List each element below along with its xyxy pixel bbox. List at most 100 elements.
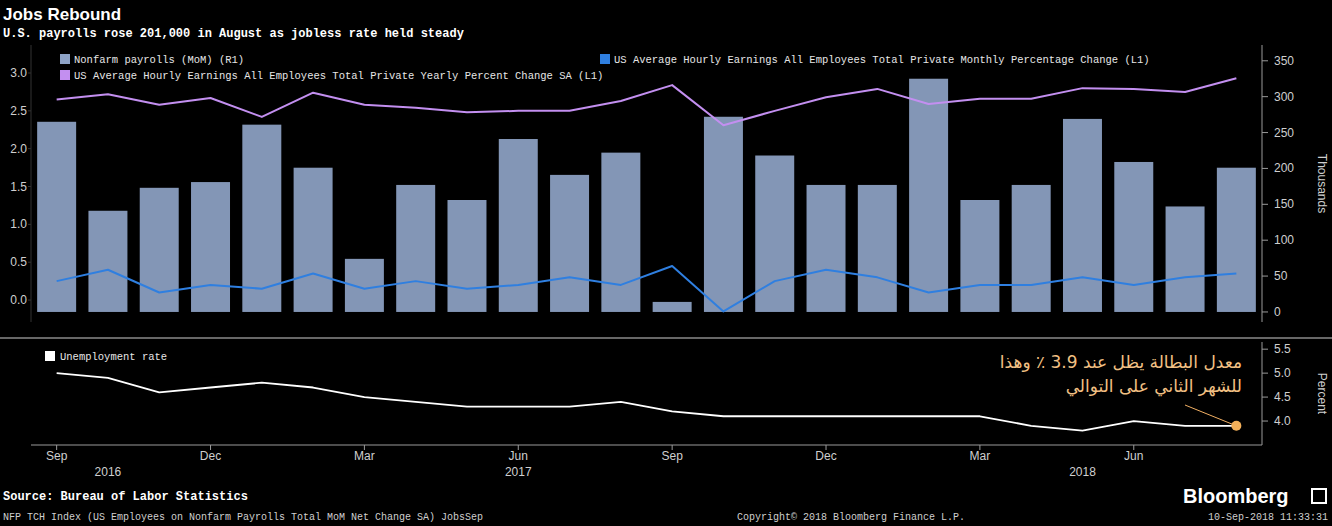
tick-label: 1.0 — [10, 217, 27, 231]
tick — [28, 73, 31, 74]
year-label: 2016 — [95, 465, 122, 479]
title: Jobs Rebound — [3, 5, 121, 24]
annotation-line: معدل البطالة يظل عند 3.9 ٪ وهذا — [1000, 350, 1242, 374]
tick-label: 300 — [1274, 90, 1294, 104]
tick-label: Mar — [354, 449, 375, 463]
bar — [1063, 119, 1102, 312]
subtitle: U.S. payrolls rose 201,000 in August as … — [3, 27, 464, 41]
annotation: معدل البطالة يظل عند 3.9 ٪ وهذاللشهر الث… — [1000, 350, 1242, 398]
tick — [28, 300, 31, 301]
bar — [191, 182, 230, 312]
legend-label: Nonfarm payrolls (MoM) (R1) — [74, 54, 244, 66]
tick-label: 5.5 — [1274, 342, 1291, 356]
tick — [1262, 397, 1268, 398]
tick-label: Dec — [815, 449, 836, 463]
tick-label: 5.0 — [1274, 366, 1291, 380]
tick — [1262, 168, 1268, 169]
bar — [704, 117, 743, 312]
brand-icon — [1312, 489, 1326, 503]
bar — [807, 185, 846, 312]
right-axis — [1262, 45, 1263, 322]
year-label: 2018 — [1069, 465, 1096, 479]
tick-label: Jun — [1124, 449, 1143, 463]
legend-label: US Average Hourly Earnings All Employees… — [74, 70, 603, 82]
tick-label: 0 — [1274, 305, 1281, 319]
x-axis — [31, 445, 1262, 446]
tick-label: 1.5 — [10, 180, 27, 194]
bar — [601, 153, 640, 312]
annotation-leader — [1185, 405, 1236, 426]
left-axis — [31, 45, 32, 322]
tick-label: 4.5 — [1274, 390, 1291, 404]
bar — [37, 122, 76, 312]
top-plot — [37, 78, 1256, 312]
annotation-line: للشهر الثاني على التوالي — [1000, 374, 1242, 398]
tick — [1262, 96, 1268, 97]
tick-label: 150 — [1274, 197, 1294, 211]
tick-label: 200 — [1274, 161, 1294, 175]
axis-label: Thousands — [1315, 154, 1329, 213]
bar — [653, 302, 692, 312]
tick-label: 4.0 — [1274, 414, 1291, 428]
tick — [28, 262, 31, 263]
year-label: 2017 — [505, 465, 532, 479]
axis-label: Percent — [1315, 373, 1329, 415]
chart-canvas: Jobs Rebound U.S. payrolls rose 201,000 i… — [0, 0, 1332, 526]
copyright: Copyright© 2018 Bloomberg Finance L.P. — [737, 512, 965, 523]
tick — [28, 186, 31, 187]
bar — [88, 211, 127, 312]
bar — [550, 175, 589, 312]
bar — [447, 200, 486, 312]
tick — [28, 110, 31, 111]
bar — [396, 185, 435, 312]
bar — [1114, 162, 1153, 312]
legend-swatch — [60, 70, 70, 80]
tick — [28, 148, 31, 149]
panel-separator — [0, 337, 1332, 339]
background — [0, 0, 1332, 526]
tick — [28, 224, 31, 225]
tick — [1262, 276, 1268, 277]
line — [57, 266, 1237, 311]
legend-swatch — [600, 54, 610, 64]
tick-label: Sep — [46, 449, 68, 463]
annotation-dot — [1231, 421, 1241, 431]
tick — [1262, 421, 1268, 422]
bar — [1166, 206, 1205, 311]
tick — [1262, 373, 1268, 374]
tick-label: 0.5 — [10, 255, 27, 269]
tick-label: 250 — [1274, 126, 1294, 140]
legend-swatch — [45, 351, 55, 361]
tick — [1262, 204, 1268, 205]
brand: Bloomberg — [1183, 485, 1289, 507]
tick-label: Jun — [509, 449, 528, 463]
legend-swatch — [60, 54, 70, 64]
bar — [960, 200, 999, 312]
bar — [909, 79, 948, 312]
tick — [1262, 60, 1268, 61]
line — [57, 373, 1237, 430]
tick-label: 2.5 — [10, 104, 27, 118]
timestamp: 10-Sep-2018 11:33:31 — [1208, 512, 1328, 523]
source: Source: Bureau of Labor Statistics — [3, 490, 248, 504]
tick — [1262, 349, 1268, 350]
tick-label: Mar — [970, 449, 991, 463]
tick-label: Dec — [200, 449, 221, 463]
tick-label: 100 — [1274, 233, 1294, 247]
tick-label: 3.0 — [10, 66, 27, 80]
bar — [858, 185, 897, 312]
line — [57, 78, 1237, 125]
tick — [1262, 311, 1268, 312]
legend-label: Unemployment rate — [60, 351, 167, 363]
tick-label: 50 — [1274, 269, 1288, 283]
tick-label: 0.0 — [10, 293, 27, 307]
tick-label: 2.0 — [10, 142, 27, 156]
bar — [1217, 168, 1256, 312]
right-axis — [1262, 342, 1263, 445]
tick — [1262, 132, 1268, 133]
tick — [1262, 240, 1268, 241]
bar — [294, 168, 333, 312]
bar — [1012, 185, 1051, 312]
bottom-plot — [57, 373, 1237, 430]
footnote: NFP TCH Index (US Employees on Nonfarm P… — [3, 512, 483, 523]
